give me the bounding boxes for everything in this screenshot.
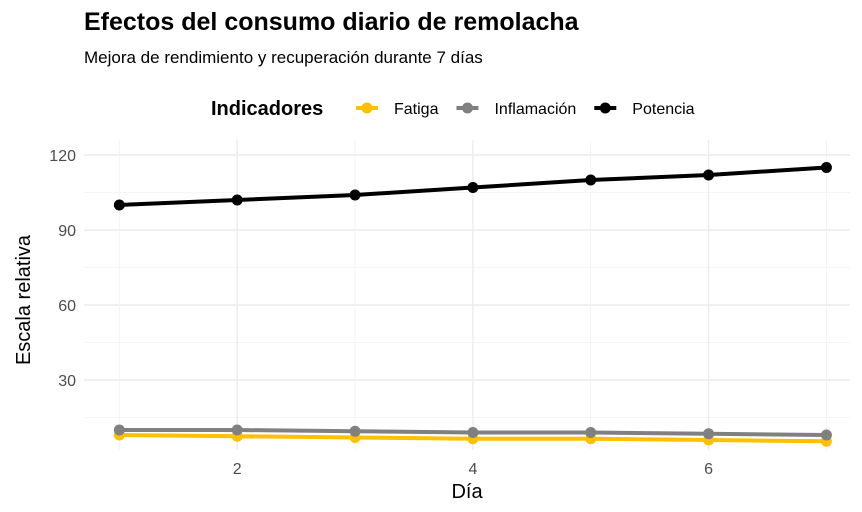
chart-title: Efectos del consumo diario de remolacha: [84, 8, 579, 36]
data-point: [467, 427, 479, 438]
axes: 30 60 90 120 2 4 6: [49, 148, 713, 478]
series-Inflamación: [113, 424, 832, 441]
data-point: [231, 424, 243, 436]
y-tick-label: 90: [58, 223, 76, 240]
legend-label: Potencia: [632, 101, 694, 118]
data-point: [113, 424, 125, 436]
data-point: [820, 162, 832, 173]
y-tick-label: 30: [58, 373, 76, 390]
data-point: [113, 199, 125, 211]
data-point: [820, 429, 832, 441]
x-tick-label: 6: [704, 461, 713, 478]
y-tick-label: 60: [58, 298, 76, 315]
data-point: [703, 428, 715, 440]
legend-key-point: [599, 102, 611, 114]
legend: Indicadores Fatiga Inflamación Potencia: [211, 98, 695, 120]
x-tick-label: 4: [468, 461, 477, 478]
y-tick-label: 120: [49, 148, 76, 165]
legend-item: Potencia: [594, 101, 695, 118]
data-point: [349, 425, 361, 437]
legend-key-point: [461, 102, 473, 114]
legend-title: Indicadores: [211, 98, 323, 120]
grid: [84, 140, 850, 450]
data-point: [703, 169, 715, 181]
chart-subtitle: Mejora de rendimiento y recuperación dur…: [84, 48, 483, 67]
data-point: [467, 182, 479, 193]
data-point: [231, 194, 243, 206]
x-axis-title: Día: [451, 481, 483, 503]
legend-label: Inflamación: [494, 101, 576, 118]
y-axis-title: Escala relativa: [13, 234, 35, 365]
data-point: [585, 174, 597, 186]
series-Potencia: [113, 162, 832, 211]
series-layer: [113, 162, 832, 447]
legend-label: Fatiga: [394, 101, 439, 118]
legend-key-point: [361, 102, 373, 114]
legend-item: Inflamación: [456, 101, 576, 118]
data-point: [585, 427, 597, 438]
legend-item: Fatiga: [356, 101, 439, 118]
x-tick-label: 2: [233, 461, 242, 478]
data-point: [349, 189, 361, 201]
